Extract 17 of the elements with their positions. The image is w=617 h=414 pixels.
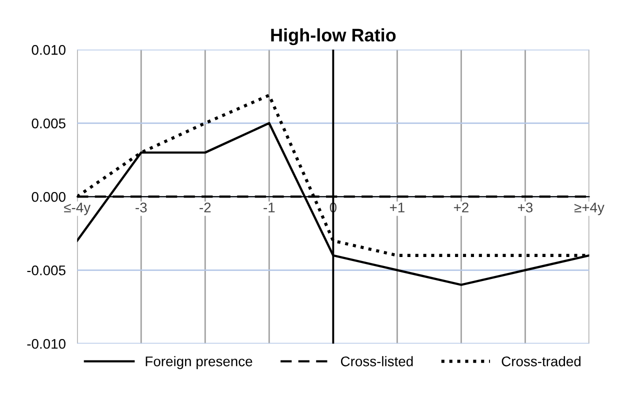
y-tick-label: 0.010 [32, 45, 66, 55]
x-tick-label: ≥+4y [574, 202, 604, 216]
chart-title: High-low Ratio [271, 28, 396, 46]
y-tick-label: 0.005 [32, 118, 66, 128]
x-tick-label: +3 [518, 202, 533, 212]
x-tick-label: -1 [264, 202, 275, 212]
x-tick-label: -2 [200, 202, 211, 212]
y-tick-label: -0.005 [27, 265, 66, 276]
legend-label: Cross-listed [340, 356, 413, 366]
legend-label: Cross-traded [502, 356, 580, 366]
y-tick-label: 0.000 [32, 192, 66, 202]
x-tick-label: ≤-4y [64, 202, 91, 216]
y-tick-label: -0.010 [27, 338, 66, 349]
x-tick-label: -3 [136, 202, 147, 212]
x-tick-label: +1 [390, 202, 404, 212]
legend-label: Foreign presence [146, 356, 252, 370]
x-tick-label: +2 [454, 202, 468, 212]
